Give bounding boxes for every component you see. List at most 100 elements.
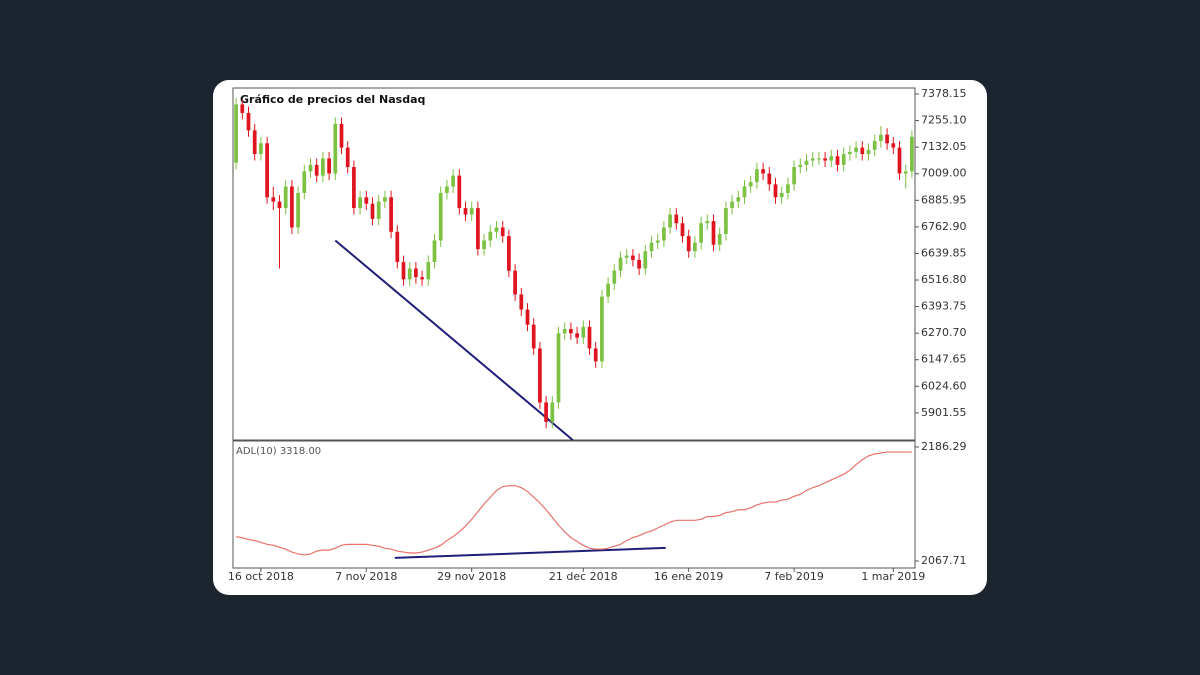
candle-body: [643, 251, 648, 269]
x-tick-label: 7 feb 2019: [764, 570, 824, 583]
candle-body: [469, 208, 474, 215]
candle-body: [879, 134, 883, 142]
candle-body: [792, 167, 796, 185]
candle-body: [265, 143, 269, 198]
candle-body: [767, 173, 772, 185]
candle-body: [414, 268, 418, 278]
candle-body: [717, 233, 722, 245]
candle-body: [649, 242, 654, 252]
candle-body: [525, 309, 530, 325]
candle-body: [668, 214, 672, 228]
candle-body: [420, 277, 424, 280]
candle-body: [500, 227, 505, 237]
y-tick-label: 6762.90: [921, 220, 967, 233]
candle-body: [662, 227, 666, 241]
indicator-label: ADL(10) 3318.00: [236, 446, 321, 457]
candle-body: [252, 130, 257, 155]
candle-body: [693, 242, 697, 252]
candle-body: [314, 164, 319, 176]
candle-body: [401, 262, 406, 280]
candle-body: [550, 402, 555, 422]
y-tick-label: 6885.95: [921, 193, 967, 206]
x-tick-label: 21 dec 2018: [549, 570, 618, 583]
candle-body: [910, 136, 914, 172]
candle-body: [562, 329, 567, 334]
chart: Gráfico de precios del Nasdaq ADL(10) 33…: [228, 87, 967, 583]
candle-body: [786, 184, 790, 193]
candle-body: [612, 270, 617, 284]
candle-body: [321, 158, 325, 176]
candle-body: [730, 201, 734, 209]
adl-panel: [232, 440, 916, 569]
candle-body: [798, 164, 803, 168]
candle-body: [686, 236, 691, 252]
candle-body: [302, 171, 307, 193]
y-tick-label: 6516.80: [921, 273, 967, 286]
y-tick-label: 7378.15: [921, 87, 967, 100]
candle-body: [705, 221, 710, 224]
candle-body: [352, 167, 356, 209]
candle-body: [835, 156, 840, 165]
candle-body: [395, 231, 400, 263]
candle-body: [655, 240, 660, 243]
y-tick-label: 6393.75: [921, 300, 967, 313]
candle-body: [680, 223, 685, 237]
candle-body: [513, 270, 517, 295]
card: Gráfico de precios del Nasdaq ADL(10) 33…: [213, 80, 987, 595]
y-tick-label: 6639.85: [921, 246, 967, 259]
candle-body: [438, 192, 443, 241]
candle-body: [345, 147, 350, 168]
candle-body: [519, 294, 524, 310]
candle-body: [748, 182, 753, 187]
candle-body: [631, 255, 635, 260]
candle-body: [854, 147, 858, 152]
candle-body: [376, 201, 381, 219]
candle-body: [637, 259, 641, 269]
candle-body: [742, 186, 747, 198]
candle-body: [339, 123, 344, 148]
candle-body: [779, 192, 784, 198]
candle-body: [358, 197, 362, 209]
candle-body: [407, 268, 412, 280]
candle-body: [736, 197, 741, 202]
candle-body: [810, 158, 815, 161]
candle-body: [246, 113, 251, 131]
candle-body: [606, 283, 610, 297]
candle-body: [507, 236, 511, 271]
candle-body: [544, 402, 548, 422]
trend-line: [394, 546, 666, 559]
candle-body: [711, 221, 716, 245]
candle-body: [823, 158, 827, 161]
x-tick-label: 7 nov 2018: [335, 570, 397, 583]
x-tick-label: 29 nov 2018: [437, 570, 506, 583]
candle-body: [308, 164, 313, 172]
candle-body: [866, 149, 871, 155]
candle-body: [364, 197, 369, 204]
candle-body: [240, 104, 245, 114]
candle-body: [234, 104, 238, 163]
y-tick-label: 7132.05: [921, 140, 967, 153]
candle-body: [327, 158, 331, 174]
price-panel: [232, 87, 916, 441]
candle-body: [370, 203, 375, 219]
candle-body: [569, 329, 573, 334]
candle-body: [482, 240, 486, 250]
candle-body: [296, 192, 300, 228]
candle-body: [581, 326, 586, 338]
x-tick-label: 16 ene 2019: [654, 570, 724, 583]
candle-body: [724, 208, 728, 234]
adl-line: [236, 451, 912, 556]
candle-body: [277, 201, 282, 209]
candle-body: [463, 208, 468, 215]
candle-body: [445, 186, 449, 193]
candle-body: [674, 214, 679, 224]
candle-body: [848, 151, 852, 155]
candle-body: [897, 147, 902, 174]
x-tick-label: 16 oct 2018: [228, 570, 294, 583]
candle-body: [556, 333, 561, 403]
candle-body: [283, 186, 288, 209]
candle-body: [817, 158, 821, 160]
candle-body: [860, 147, 865, 155]
y-tick-label: 2186.29: [921, 440, 967, 453]
